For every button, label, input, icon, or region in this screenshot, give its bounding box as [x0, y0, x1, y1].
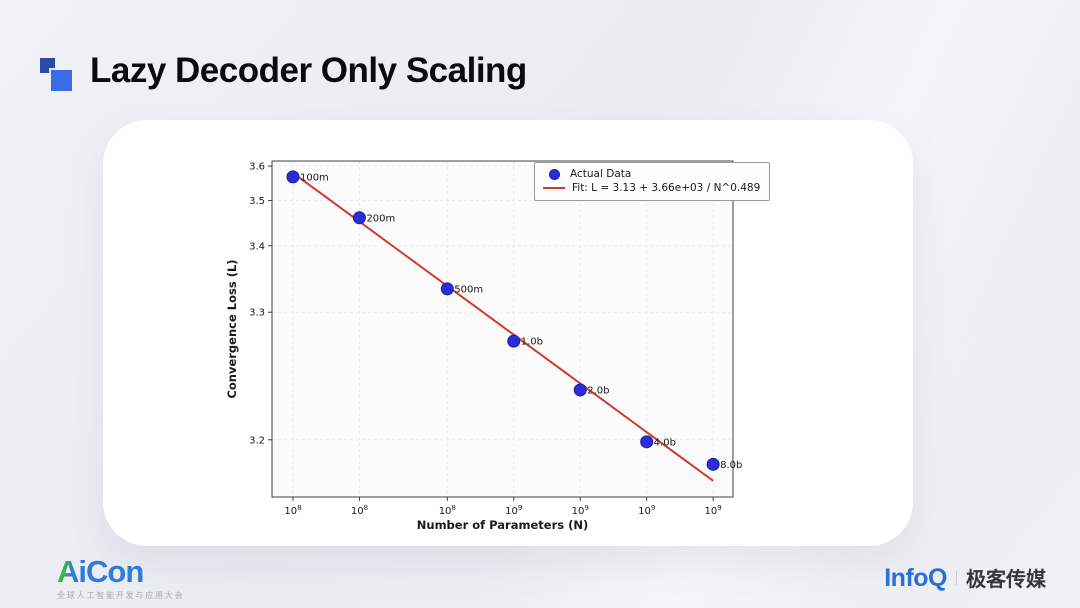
plot-area	[272, 161, 733, 497]
aicon-logo: AiCon 全球人工智能开发与应用大会	[57, 556, 184, 601]
fit-line	[292, 172, 714, 482]
legend-label-actual-data: Actual Data	[570, 168, 632, 180]
aicon-logo-a: A	[57, 554, 79, 589]
data-point-label: 200m	[366, 213, 395, 224]
aicon-logo-text: AiCon	[57, 556, 184, 587]
data-point	[507, 334, 521, 348]
x-axis-label: Number of Parameters (N)	[417, 518, 588, 532]
legend-line-marker-icon	[543, 187, 565, 189]
y-tick-label: 3.3	[249, 308, 265, 319]
infoq-logo-text: InfoQ	[884, 564, 947, 592]
aicon-tagline: 全球人工智能开发与应用大会	[57, 591, 185, 600]
data-point	[352, 211, 366, 225]
legend-entry-actual-data: Actual Data	[543, 167, 760, 181]
scaling-chart: 108 108 108 109 109 109 109 3.6 3.5 3.4 3.3 3.2 Numb…	[103, 120, 913, 546]
aicon-logo-rest: iCon	[78, 554, 144, 589]
data-point	[706, 457, 720, 471]
x-tick-label: 109	[705, 504, 722, 517]
y-tick-label: 3.5	[249, 196, 265, 207]
data-point	[286, 170, 300, 184]
legend-dot-marker-icon	[549, 168, 560, 180]
data-point-label: 4.0b	[654, 437, 676, 448]
chart-card: 108 108 108 109 109 109 109 3.6 3.5 3.4 3.3 3.2 Numb…	[103, 120, 913, 546]
x-tick-label: 108	[351, 504, 368, 517]
infoq-divider	[956, 571, 957, 585]
bullet-square-small	[40, 58, 55, 73]
scaling-chart-svg: 108 108 108 109 109 109 109 3.6 3.5 3.4 3.3 3.2 Numb…	[225, 160, 742, 532]
legend-label-fit: Fit: L = 3.13 + 3.66e+03 / N^0.489	[572, 182, 761, 194]
infoq-logo: InfoQ 极客传媒	[884, 563, 1046, 593]
slide-header: Lazy Decoder Only Scaling	[40, 51, 527, 96]
data-point-label: 500m	[454, 284, 483, 295]
data-point-label: 100m	[300, 172, 329, 183]
data-point	[440, 282, 454, 296]
plot-frame	[271, 160, 734, 498]
data-point-label: 1.0b	[521, 337, 543, 348]
data-point	[640, 435, 654, 449]
data-point-label: 2.0b	[587, 385, 609, 396]
x-tick-label: 108	[439, 504, 456, 517]
y-axis-label: Convergence Loss (L)	[225, 259, 239, 398]
y-tick-label: 3.6	[249, 162, 265, 173]
x-tick-label: 109	[505, 504, 522, 517]
x-tick-label: 109	[638, 504, 655, 517]
infoq-brand-text: 极客传媒	[966, 569, 1046, 591]
data-point	[573, 383, 587, 397]
page-title: Lazy Decoder Only Scaling	[90, 51, 527, 90]
x-tick-label: 109	[572, 504, 589, 517]
chart-legend: Actual Data Fit: L = 3.13 + 3.66e+03 / N…	[534, 162, 771, 201]
x-tick-label: 108	[284, 504, 301, 517]
bullet-square-large	[51, 70, 72, 91]
legend-entry-fit: Fit: L = 3.13 + 3.66e+03 / N^0.489	[543, 181, 760, 195]
y-tick-label: 3.4	[249, 241, 265, 252]
y-tick-label: 3.2	[249, 435, 265, 446]
data-point-label: 8.0b	[720, 460, 742, 471]
title-bullet-icon	[40, 58, 76, 96]
